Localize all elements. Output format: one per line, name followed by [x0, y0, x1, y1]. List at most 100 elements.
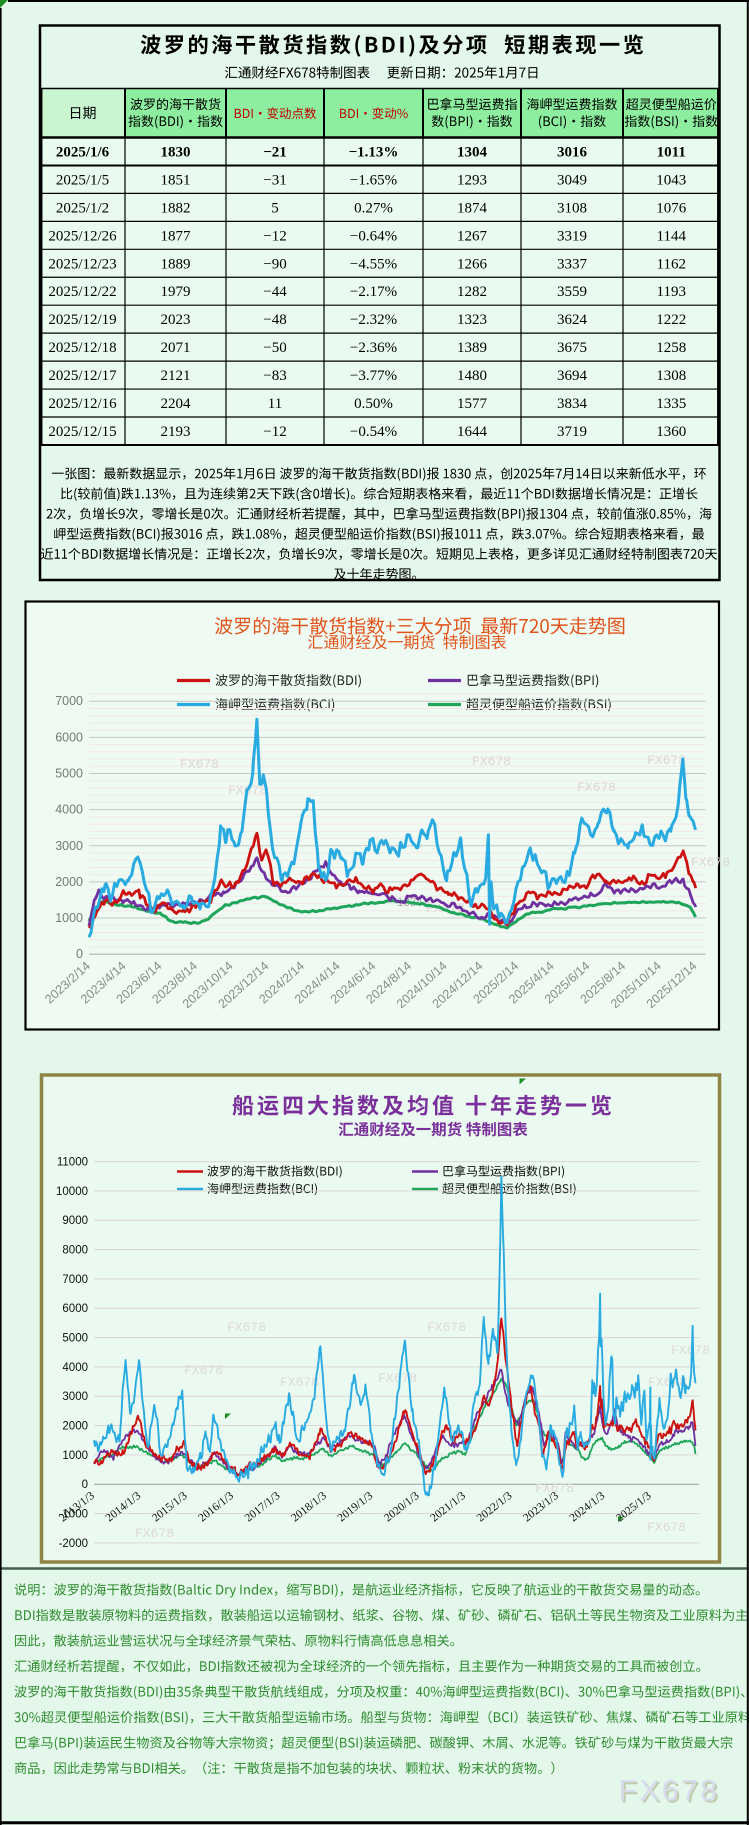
- svg-text:2025/1/6: 2025/1/6: [56, 144, 110, 160]
- svg-text:FX678: FX678: [135, 1526, 174, 1541]
- svg-text:1000: 1000: [55, 911, 83, 925]
- svg-text:2025/1/2: 2025/1/2: [56, 200, 109, 216]
- svg-text:1389: 1389: [457, 340, 487, 356]
- svg-text:1830: 1830: [161, 144, 191, 160]
- svg-text:FX678: FX678: [691, 855, 730, 870]
- svg-text:FX678: FX678: [427, 1320, 466, 1335]
- svg-text:FX678: FX678: [619, 1775, 720, 1808]
- svg-text:11: 11: [268, 396, 282, 412]
- svg-text:−1.65%: −1.65%: [350, 172, 397, 188]
- svg-text:3675: 3675: [557, 340, 587, 356]
- svg-text:5000: 5000: [62, 1333, 88, 1345]
- svg-text:FX678: FX678: [184, 1363, 223, 1378]
- svg-text:-2000: -2000: [59, 1538, 88, 1550]
- svg-text:FX678: FX678: [648, 1375, 687, 1390]
- svg-text:2023: 2023: [161, 312, 191, 328]
- svg-text:2204: 2204: [161, 396, 192, 412]
- svg-text:3016: 3016: [557, 144, 588, 160]
- svg-text:1877: 1877: [161, 228, 192, 244]
- svg-text:1162: 1162: [657, 256, 686, 272]
- svg-text:3319: 3319: [557, 228, 587, 244]
- svg-text:3000: 3000: [62, 1391, 88, 1403]
- svg-text:2000: 2000: [62, 1421, 88, 1433]
- svg-text:−4.55%: −4.55%: [350, 256, 397, 272]
- svg-text:1193: 1193: [657, 284, 686, 300]
- svg-text:2025/12/16: 2025/12/16: [48, 396, 117, 412]
- svg-text:FX678: FX678: [227, 1320, 266, 1335]
- svg-text:2000: 2000: [55, 875, 83, 889]
- svg-text:0.27%: 0.27%: [354, 200, 393, 216]
- svg-text:1979: 1979: [161, 284, 191, 300]
- svg-text:FX678: FX678: [647, 1520, 686, 1535]
- svg-text:2025/12/18: 2025/12/18: [48, 340, 116, 356]
- svg-text:−83: −83: [263, 368, 286, 384]
- svg-text:1644: 1644: [457, 424, 488, 440]
- svg-text:−3.77%: −3.77%: [350, 368, 397, 384]
- svg-text:−50: −50: [263, 340, 286, 356]
- svg-text:FX678: FX678: [180, 757, 219, 772]
- svg-text:2071: 2071: [161, 340, 191, 356]
- svg-text:1308: 1308: [656, 368, 686, 384]
- svg-text:0: 0: [82, 1479, 88, 1491]
- svg-text:2121: 2121: [161, 368, 191, 384]
- svg-text:3337: 3337: [557, 256, 588, 272]
- svg-text:3834: 3834: [557, 396, 588, 412]
- svg-text:11000: 11000: [57, 1157, 88, 1169]
- svg-text:1267: 1267: [457, 228, 488, 244]
- svg-text:3000: 3000: [55, 839, 83, 853]
- svg-text:1000: 1000: [62, 1450, 88, 1462]
- svg-text:0.50%: 0.50%: [354, 396, 393, 412]
- svg-text:2025/12/23: 2025/12/23: [48, 256, 116, 272]
- svg-text:−2.17%: −2.17%: [350, 284, 397, 300]
- svg-text:1258: 1258: [656, 340, 686, 356]
- svg-text:4000: 4000: [62, 1362, 88, 1374]
- svg-text:1266: 1266: [457, 256, 488, 272]
- svg-text:FX678: FX678: [621, 1777, 722, 1810]
- svg-text:−48: −48: [263, 312, 286, 328]
- svg-text:1282: 1282: [457, 284, 487, 300]
- svg-text:2025/12/22: 2025/12/22: [48, 284, 116, 300]
- svg-text:1323: 1323: [457, 312, 487, 328]
- svg-text:5000: 5000: [55, 767, 83, 781]
- svg-text:1851: 1851: [161, 172, 191, 188]
- svg-text:FX678: FX678: [378, 1371, 417, 1386]
- svg-text:2025/12/19: 2025/12/19: [48, 312, 116, 328]
- svg-text:1480: 1480: [457, 368, 487, 384]
- svg-text:2193: 2193: [161, 424, 191, 440]
- svg-text:3108: 3108: [557, 200, 587, 216]
- svg-text:FX678: FX678: [577, 780, 616, 795]
- svg-text:7000: 7000: [62, 1274, 88, 1286]
- svg-text:1222: 1222: [656, 312, 686, 328]
- svg-text:1577: 1577: [457, 396, 488, 412]
- svg-text:10000: 10000: [56, 1186, 88, 1198]
- svg-text:−90: −90: [263, 256, 286, 272]
- svg-text:3624: 3624: [557, 312, 588, 328]
- svg-text:FX678: FX678: [671, 1343, 710, 1358]
- svg-text:1882: 1882: [161, 200, 191, 216]
- svg-text:FX678: FX678: [535, 1481, 574, 1496]
- svg-text:2025/1/5: 2025/1/5: [56, 172, 109, 188]
- svg-text:1304: 1304: [457, 144, 488, 160]
- svg-text:−21: −21: [263, 144, 287, 160]
- svg-text:FX678: FX678: [472, 754, 511, 769]
- svg-text:9000: 9000: [62, 1215, 88, 1227]
- svg-text:−0.54%: −0.54%: [350, 424, 397, 440]
- svg-text:−2.32%: −2.32%: [350, 312, 397, 328]
- svg-text:3694: 3694: [557, 368, 588, 384]
- svg-text:1144: 1144: [657, 228, 687, 244]
- svg-text:1335: 1335: [656, 396, 686, 412]
- svg-text:−31: −31: [263, 172, 286, 188]
- svg-text:2025/12/26: 2025/12/26: [48, 228, 117, 244]
- svg-text:1011: 1011: [657, 144, 686, 160]
- svg-text:2025/12/17: 2025/12/17: [48, 368, 117, 384]
- svg-text:−12: −12: [263, 228, 286, 244]
- svg-text:−1.13%: −1.13%: [349, 144, 399, 160]
- svg-text:3049: 3049: [557, 172, 587, 188]
- svg-text:−12: −12: [263, 424, 286, 440]
- svg-text:1043: 1043: [656, 172, 686, 188]
- svg-text:-1000: -1000: [59, 1509, 88, 1521]
- svg-text:3559: 3559: [557, 284, 587, 300]
- svg-text:1293: 1293: [457, 172, 487, 188]
- svg-text:1889: 1889: [161, 256, 191, 272]
- svg-text:1076: 1076: [656, 200, 687, 216]
